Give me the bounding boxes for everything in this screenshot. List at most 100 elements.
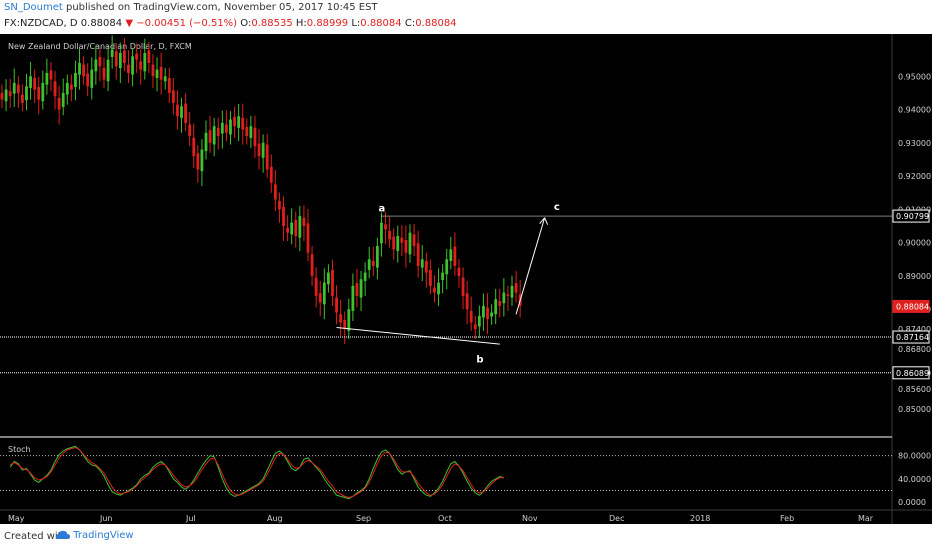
high-value: 0.88999 [306,18,349,29]
candle-body [510,285,514,298]
chart-header: SN_Doumet published on TradingView.com, … [0,0,932,34]
candle-body [118,52,122,68]
candle-body [494,299,498,315]
candle-body [322,282,326,305]
candle-body [29,76,32,88]
candle-body [229,119,232,135]
candle-body [331,269,334,296]
open-label: O: [240,18,252,29]
candle-body [21,94,24,103]
candle-body [351,285,355,311]
close-label: C: [404,18,416,29]
candle-body [114,51,118,67]
stoch-series-line [9,446,504,499]
footer: Created with TradingView [0,524,932,550]
candle-body [16,84,20,93]
author-link[interactable]: SN_Doumet [4,2,63,13]
candle-body [110,49,114,57]
candle-body [359,279,363,298]
candle-body [74,72,77,87]
candle-body [347,309,351,331]
price-tick-label: 0.85000 [898,405,931,414]
candle-body [429,269,432,286]
stoch-title: Stoch [8,445,31,454]
time-tick-label: Sep [356,514,371,523]
time-tick-label: May [8,514,25,523]
arrow-head-icon [539,217,549,225]
candle-body [278,201,281,210]
candle-body [302,217,306,227]
candle-body [237,116,241,128]
candle-body [482,305,485,318]
candle-body [396,236,400,251]
candle-body [412,234,416,246]
chart-area[interactable]: New Zealand Dollar/Canadian Dollar, D, F… [0,34,932,524]
stoch-series-line [9,445,504,500]
candle-body [163,76,167,82]
candle-body [327,272,330,285]
candle-body [69,84,73,90]
candle-body [57,97,61,110]
candle-body [269,166,273,183]
candle-body [0,92,4,100]
candle-body [188,124,192,137]
candle-body [477,315,481,327]
candle-body [127,64,130,73]
candle-body [225,124,228,133]
time-tick-label: Mar [858,514,874,523]
candle-body [155,69,159,78]
candle-body [408,232,412,255]
candle-body [400,237,404,243]
time-tick-label: Jul [185,514,196,523]
candle-body [343,319,347,330]
candle-body [286,227,289,233]
candle-body [363,272,367,281]
candle-body [461,277,465,296]
price-tick-label: 0.87400 [898,325,931,334]
price-tag [892,299,930,313]
annotation-group: a b c [336,202,560,365]
candle-body [135,53,139,60]
publish-info: SN_Doumet published on TradingView.com, … [4,2,378,13]
candle-body [282,206,285,227]
candle-body [433,287,436,293]
price-chart-svg[interactable]: New Zealand Dollar/Canadian Dollar, D, F… [0,34,932,524]
candle-body [94,59,98,72]
candle-body [25,86,28,101]
candle-body [147,50,151,63]
candle-body [253,127,257,147]
candle-body [506,294,510,296]
candle-body [245,126,249,137]
candle-body [123,50,126,63]
candle-body [180,106,183,118]
open-value: 0.88535 [251,18,293,29]
candle-body [90,69,94,88]
candle-body [12,82,16,94]
time-tick-label: Aug [267,514,283,523]
candle-body [514,283,518,293]
projection-arrow-line [515,217,546,315]
candle-body [371,260,375,266]
candle-body [424,260,428,273]
time-axis: May Jun Jul Aug Sep Oct Nov Dec 2018 Feb Mar [8,514,874,523]
candle-body [502,292,506,304]
close-value: 0.88084 [415,18,457,29]
candle-body [498,300,502,306]
candle-body [473,324,477,330]
candle-body [490,312,493,317]
down-arrow-icon: ▼ [125,18,134,29]
price-tag [892,330,930,344]
candle-body [171,90,175,103]
tradingview-logo[interactable]: TradingView [56,530,134,541]
published-text: published on TradingView.com, November 0… [66,2,378,13]
price-tag [892,366,930,380]
candle-body [167,77,171,93]
candle-body [261,142,265,158]
candle-body [318,293,322,303]
candle-body [102,67,106,80]
last-price: 0.88084 [80,18,123,29]
candle-body [208,130,212,143]
main-chart-title: New Zealand Dollar/Canadian Dollar, D, F… [8,42,192,51]
candle-body [192,137,196,157]
candle-body [388,231,391,240]
